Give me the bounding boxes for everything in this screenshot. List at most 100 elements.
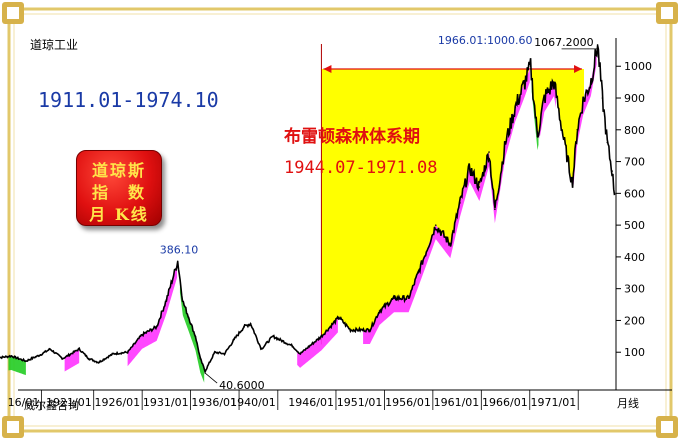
- x-tick-label: 1936/01: [191, 396, 237, 409]
- trend-band: [64, 349, 80, 372]
- price-point: [529, 65, 532, 67]
- price-point: [25, 360, 27, 362]
- price-point: [187, 316, 190, 319]
- price-point: [243, 326, 245, 328]
- y-tick-label: 600: [624, 187, 645, 200]
- company-name: 威尔鑫咨询: [24, 399, 79, 412]
- price-point: [39, 353, 42, 356]
- y-tick-label: 200: [624, 314, 645, 327]
- badge-line: 月 K线: [89, 205, 149, 224]
- price-point: [459, 202, 461, 204]
- trend-band: [539, 82, 556, 140]
- price-point: [468, 167, 471, 169]
- price-point: [601, 97, 604, 99]
- price-point: [514, 106, 517, 109]
- x-tick-label: 1971/01: [531, 396, 577, 409]
- price-point: [543, 97, 546, 99]
- arrow-head-right: [574, 65, 583, 73]
- price-line-group: [0, 44, 616, 375]
- price-point: [369, 329, 371, 331]
- price-point: [126, 351, 129, 354]
- highlight-area: [321, 67, 585, 337]
- y-tick-label: 100: [624, 346, 645, 359]
- x-tick-label: 1966/01: [482, 396, 528, 409]
- price-point: [176, 260, 179, 263]
- price-point: [199, 357, 202, 360]
- price-point: [61, 357, 64, 360]
- price-point: [611, 170, 613, 172]
- period-title: 布雷顿森林体系期: [284, 127, 420, 147]
- price-point: [291, 345, 294, 347]
- x-tick-label: 1961/01: [434, 396, 480, 409]
- annotations: 386.10 40.6000 1966.01:1000.60 1067.2000: [160, 34, 598, 392]
- x-tick-label: 1926/01: [94, 396, 140, 409]
- price-point: [165, 298, 168, 301]
- price-point: [613, 192, 616, 195]
- y-tick-label: 400: [624, 251, 645, 264]
- price-point: [562, 138, 565, 141]
- price-point: [233, 338, 236, 341]
- x-tick-label: 16/01: [8, 396, 40, 409]
- price-point: [378, 310, 381, 312]
- y-tick-label: 300: [624, 283, 645, 296]
- date-range: 1911.01-1974.10: [38, 88, 219, 112]
- price-point: [88, 357, 90, 360]
- price-point: [10, 355, 13, 357]
- price-point: [596, 44, 599, 46]
- x-tick-label: 1946/01: [288, 396, 334, 409]
- price-point: [504, 141, 507, 144]
- price-point: [417, 271, 420, 274]
- x-tick-label: 1940/01: [230, 396, 276, 409]
- price-point: [338, 316, 340, 319]
- price-point: [571, 183, 574, 185]
- price-point: [349, 329, 352, 331]
- annotation-1973-peak: 1067.2000: [534, 36, 594, 49]
- y-tick-label: 700: [624, 156, 645, 169]
- monthly-kline-badge: 道琼斯 指 数 月 K线: [76, 150, 162, 226]
- trend-band: [127, 263, 178, 367]
- price-point: [223, 353, 226, 355]
- price-point: [478, 186, 481, 188]
- price-point: [182, 300, 184, 303]
- price-point: [582, 100, 584, 102]
- axes: 100 200 300 400 500 600 700 800 900 1000 16/01 1921…: [8, 38, 672, 410]
- price-point: [214, 351, 216, 354]
- x-tick-label: 1931/01: [143, 396, 189, 409]
- badge-line: 指 数: [91, 183, 146, 202]
- period-range: 1944.07-1971.08: [284, 158, 438, 178]
- x-tick-label: 1956/01: [385, 396, 431, 409]
- price-point: [112, 353, 114, 355]
- y-tick-label: 500: [624, 219, 645, 232]
- price-point: [553, 81, 555, 83]
- x-tick-label: 1951/01: [337, 396, 383, 409]
- price-point: [204, 370, 206, 372]
- price-line: [0, 45, 616, 375]
- price-point: [141, 333, 143, 336]
- trend-band: [179, 278, 205, 383]
- price-point: [590, 81, 592, 83]
- price-point: [407, 297, 410, 300]
- price-point: [606, 141, 609, 144]
- price-point: [272, 335, 274, 338]
- y-tick-label: 800: [624, 124, 645, 137]
- trend-band: [363, 68, 530, 344]
- chart-title: 道琼工业: [30, 38, 79, 52]
- price-point: [78, 348, 80, 350]
- price-point: [434, 224, 437, 226]
- price-point: [576, 128, 579, 131]
- annotation-1932-pointer: [204, 372, 218, 384]
- x-tick-label: 1921/01: [46, 396, 92, 409]
- price-point: [494, 208, 496, 211]
- annotation-1932-low: 40.6000: [219, 379, 264, 392]
- y-tick-label: 900: [624, 92, 645, 105]
- price-point: [320, 335, 323, 338]
- price-point: [449, 243, 452, 245]
- price-point: [488, 151, 490, 153]
- price-point: [97, 361, 100, 364]
- arrow-head-left: [323, 65, 332, 73]
- price-point: [536, 135, 539, 137]
- y-tick-label: 1000: [624, 60, 652, 73]
